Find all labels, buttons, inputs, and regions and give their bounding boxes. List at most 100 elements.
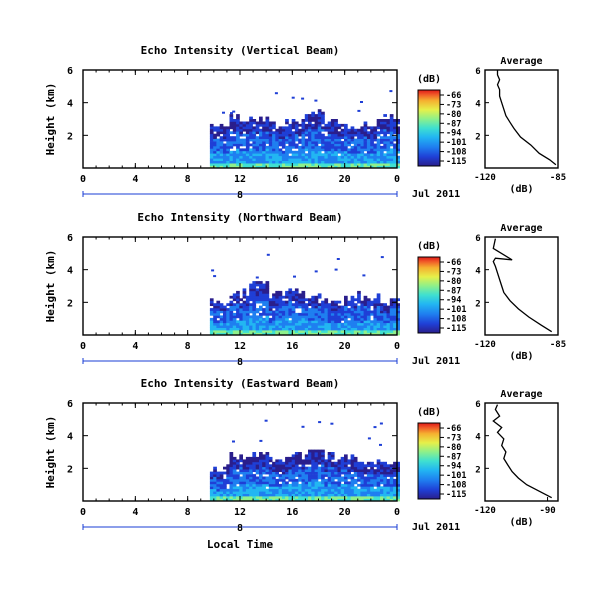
date-label: Jul 2011 (412, 356, 460, 367)
colorbar-tick-label: -115 (446, 157, 466, 167)
colorbar-unit: (dB) (417, 241, 441, 252)
colorbar-tick-label: -115 (446, 490, 466, 500)
avg-x-label: (dB) (509, 517, 533, 528)
x-tick-label: 16 (286, 174, 298, 185)
heatmap-speck (222, 111, 225, 114)
heatmap-speck (389, 90, 393, 93)
colorbar-tick-label: -66 (446, 424, 461, 434)
avg-x-tick-label: -85 (550, 173, 566, 183)
x-tick-label: 0 (394, 174, 400, 185)
heatmap-speck (373, 426, 377, 429)
day-marker-label: 8 (237, 190, 243, 201)
heatmap-speck (314, 270, 318, 273)
x-tick-label: 0 (394, 507, 400, 518)
y-axis-label: Height (km) (44, 250, 57, 323)
colorbar-tick-label: -108 (446, 148, 466, 158)
x-tick-label: 20 (339, 174, 351, 185)
heatmap-speck (330, 422, 334, 425)
average-profile-line (492, 238, 553, 333)
colorbar-tick-label: -87 (446, 452, 461, 462)
colorbar-tick-label: -108 (446, 315, 466, 325)
colorbar-tick-label: -80 (446, 277, 461, 287)
heatmap-cells (209, 253, 400, 336)
x-tick-label: 16 (286, 507, 298, 518)
panel-1: Echo Intensity (Vertical Beam) 0 4 8 12 16 20 0… (44, 44, 566, 201)
date-label: Jul 2011 (412, 522, 460, 533)
average-title: Average (500, 223, 542, 234)
day-marker-label: 8 (237, 523, 243, 534)
colorbar (417, 89, 441, 167)
average-frame (484, 69, 559, 169)
colorbar-unit: (dB) (417, 74, 441, 85)
average-frame (484, 402, 559, 502)
x-tick-label: 20 (339, 341, 351, 352)
heatmap-speck (301, 425, 305, 428)
x-tick-label: 0 (394, 341, 400, 352)
avg-y-tick-label: 6 (475, 400, 480, 410)
avg-x-label: (dB) (509, 351, 533, 362)
average-frame (484, 236, 559, 336)
heatmap-speck (314, 99, 318, 102)
heatmap-speck (334, 268, 338, 271)
heatmap-speck (291, 96, 295, 99)
avg-x-tick-label: -85 (550, 340, 566, 350)
heatmap-speck (232, 440, 235, 443)
x-tick-label: 0 (80, 507, 86, 518)
avg-y-tick-label: 2 (475, 132, 480, 142)
panel-title: Echo Intensity (Northward Beam) (137, 211, 342, 224)
avg-y-tick-label: 2 (475, 465, 480, 475)
heatmap-speck (357, 109, 361, 112)
colorbar-tick-label: -94 (446, 129, 461, 139)
colorbar-tick-label: -66 (446, 91, 461, 101)
x-tick-label: 4 (132, 174, 138, 185)
avg-y-tick-label: 4 (475, 433, 481, 443)
y-axis-label: Height (km) (44, 416, 57, 489)
y-tick-label: 6 (67, 66, 73, 77)
x-tick-label: 12 (234, 341, 246, 352)
heatmap-speck (360, 101, 363, 103)
heatmap-speck (232, 110, 236, 113)
x-tick-label: 16 (286, 341, 298, 352)
x-tick-label: 8 (185, 174, 191, 185)
x-tick-label: 0 (80, 174, 86, 185)
panel-title: Echo Intensity (Eastward Beam) (141, 377, 340, 390)
avg-x-tick-label: -90 (539, 506, 555, 516)
heatmap-speck (336, 258, 340, 260)
panel-title: Echo Intensity (Vertical Beam) (141, 44, 340, 57)
colorbar-tick-label: -94 (446, 296, 461, 306)
colorbar-tick-label: -87 (446, 119, 461, 129)
heatmap-speck (213, 275, 217, 278)
x-tick-label: 8 (185, 507, 191, 518)
x-tick-label: 4 (132, 341, 138, 352)
y-tick-label: 2 (67, 298, 73, 309)
heatmap-speck (318, 421, 322, 424)
colorbar-tick-label: -73 (446, 433, 461, 443)
colorbar-tick-label: -108 (446, 481, 466, 491)
y-tick-label: 4 (67, 432, 73, 443)
avg-y-tick-label: 6 (475, 67, 480, 77)
average-title: Average (500, 56, 542, 67)
colorbar-tick-label: -101 (446, 305, 466, 315)
heatmap-cells (209, 90, 400, 169)
heatmap-speck (255, 276, 259, 279)
heatmap-speck (301, 97, 305, 100)
heatmap-speck (293, 275, 296, 278)
y-tick-label: 4 (67, 266, 73, 277)
y-axis-label: Height (km) (44, 83, 57, 156)
avg-x-label: (dB) (509, 184, 533, 195)
day-marker-label: 8 (237, 357, 243, 368)
heatmap-cells (209, 419, 400, 502)
x-tick-label: 4 (132, 507, 138, 518)
x-tick-label: 20 (339, 507, 351, 518)
avg-x-tick-label: -120 (474, 173, 496, 183)
heatmap-speck (266, 253, 270, 256)
colorbar-tick-label: -87 (446, 286, 461, 296)
colorbar-tick-label: -73 (446, 267, 461, 277)
heatmap-speck (259, 439, 263, 442)
colorbar-tick-label: -66 (446, 258, 461, 268)
heatmap-speck (379, 443, 382, 446)
colorbar-tick-label: -80 (446, 110, 461, 120)
panel-2: Echo Intensity (Northward Beam) 0 4 8 12 16 20… (44, 211, 566, 368)
colorbar-unit: (dB) (417, 407, 441, 418)
